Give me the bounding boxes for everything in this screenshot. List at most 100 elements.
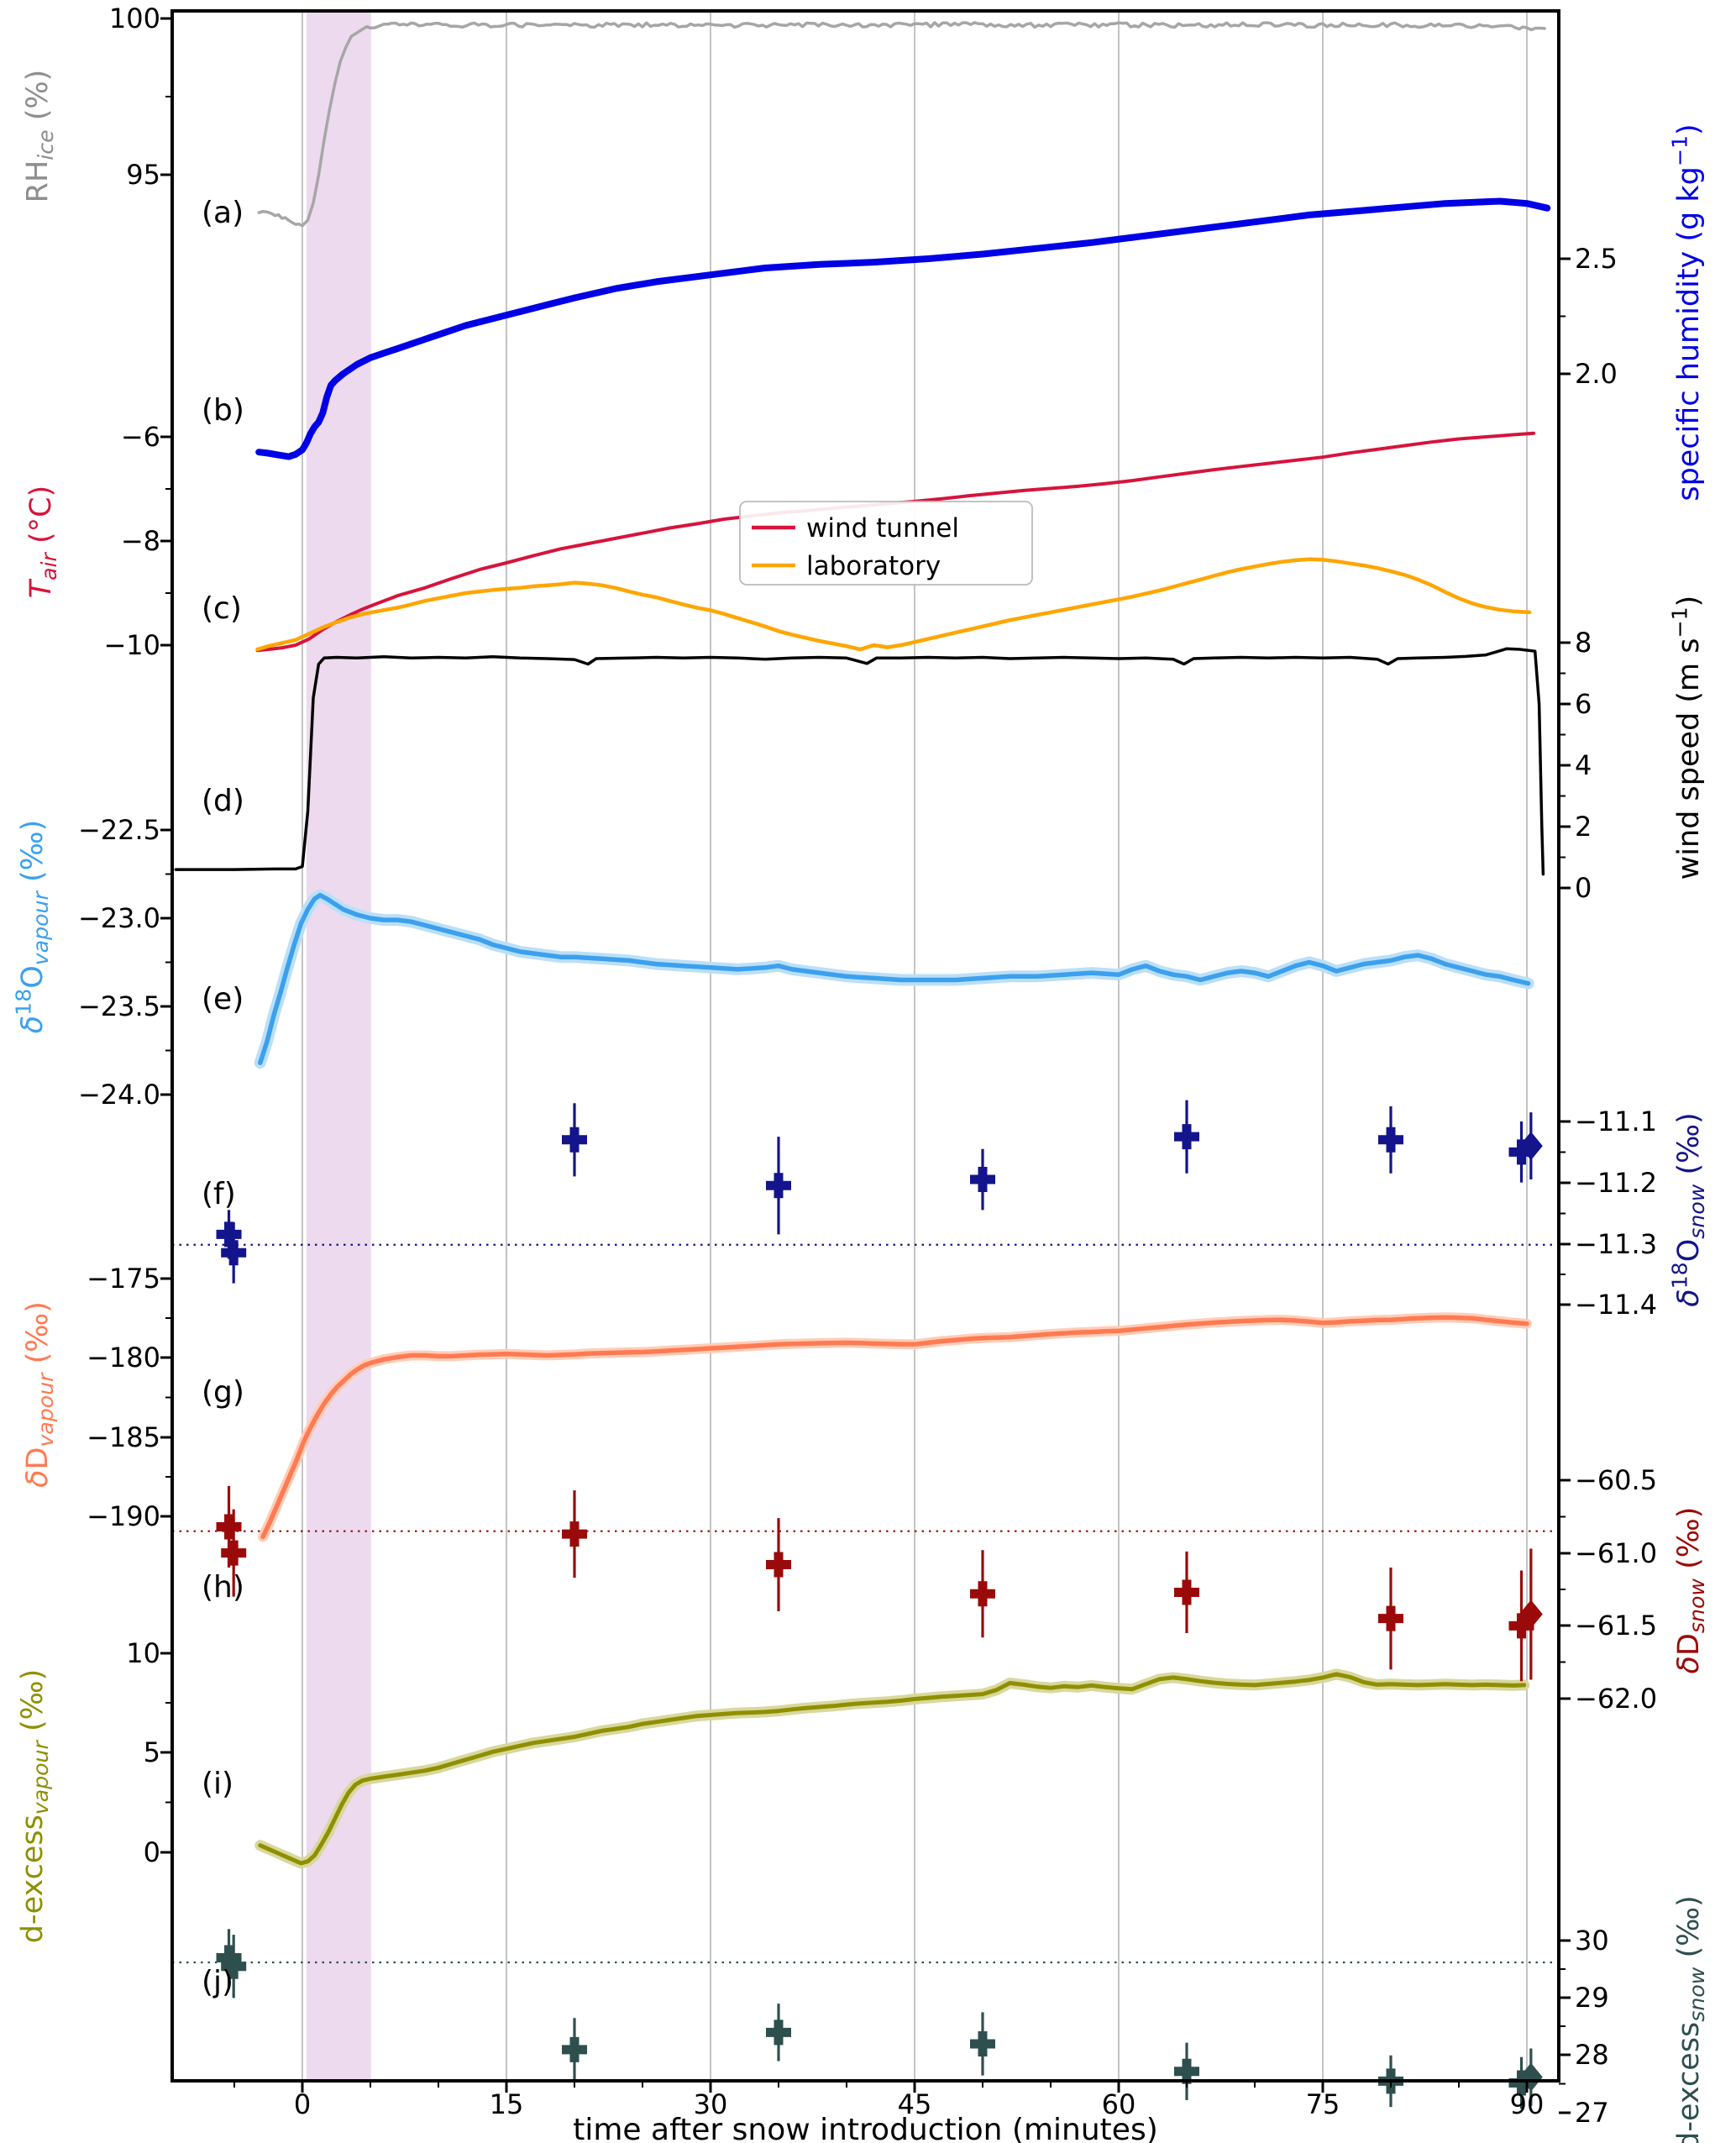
x-tick-label: 60: [1102, 2088, 1136, 2120]
x-axis-label: time after snow introduction (minutes): [573, 2113, 1158, 2143]
y-tick-label-wind: 8: [1575, 627, 1592, 659]
y-axis-dxv: [160, 1652, 172, 1854]
y-tick-label-dds: −60.5: [1575, 1464, 1657, 1496]
plus-marker: [766, 2020, 791, 2046]
y-tick-label-d18os: −11.3: [1575, 1228, 1657, 1260]
diamond-marker: [1518, 1599, 1543, 1629]
axis-label-d18ov: δ18Ovapour (‰): [12, 820, 53, 1034]
y-tick-label-rh: 95: [126, 159, 160, 191]
axis-label-ddv: δDvapour (‰): [21, 1301, 58, 1488]
x-gridlines: [302, 11, 1528, 2081]
series-d18o-vapour: [254, 889, 1534, 1069]
snow-introduction-shaded-band: [306, 11, 371, 2081]
y-tick-label-rh: 100: [109, 3, 160, 34]
y-tick-label-wind: 6: [1575, 688, 1592, 720]
y-tick-label-dxv: 10: [126, 1637, 160, 1669]
y-tick-label-tair: −8: [121, 525, 160, 557]
panel-letter-tair: (c): [202, 591, 242, 626]
series-dd-vapour-line: [260, 1315, 1529, 1540]
series-specific-humidity-line: [255, 197, 1551, 460]
y-tick-label-tair: −6: [121, 421, 160, 453]
y-tick-label-d18os: −11.4: [1575, 1289, 1657, 1321]
panel-letter-dxs: (j): [202, 1965, 233, 1999]
plus-marker: [216, 1945, 242, 1971]
y-tick-label-q: 2.0: [1575, 358, 1618, 390]
x-tick-label: 45: [898, 2088, 932, 2120]
panel-letter-rh: (a): [202, 196, 244, 230]
plus-marker: [1508, 1613, 1534, 1639]
plus-marker: [221, 1240, 247, 1266]
panel-letter-d18ov: (e): [202, 982, 244, 1016]
axis-label-q: specific humidity (g kg−1): [1668, 123, 1706, 501]
legend-label: wind tunnel: [806, 513, 959, 544]
plus-marker: [216, 1221, 242, 1247]
x-axis: [233, 2081, 1529, 2093]
y-tick-label-d18ov: −23.0: [78, 902, 160, 934]
panel-letter-dxv: (i): [202, 1767, 233, 1801]
plus-marker: [766, 1173, 791, 1199]
legend-label: laboratory: [806, 551, 941, 581]
y-tick-label-dxs: 29: [1575, 1982, 1609, 2014]
y-tick-label-d18ov: −24.0: [78, 1079, 160, 1111]
y-tick-label-dds: −61.5: [1575, 1610, 1657, 1641]
plus-marker: [1378, 1127, 1403, 1153]
y-tick-label-ddv: −175: [87, 1263, 160, 1295]
y-axis-rh: [160, 17, 172, 176]
plus-marker: [970, 1581, 995, 1607]
axis-label-dxs: d-excesssnow (‰): [1672, 1895, 1709, 2143]
series-wind-speed-line: [174, 647, 1545, 876]
series-d18o-snow: [216, 1100, 1543, 1284]
y-tick-label-dds: −61.0: [1575, 1537, 1657, 1569]
plus-marker: [221, 1540, 247, 1566]
y-axis-ddv: [160, 1277, 172, 1518]
plus-marker: [1508, 2070, 1534, 2096]
y-axis-dxs: [1559, 1939, 1571, 2114]
plus-marker: [766, 1552, 791, 1578]
y-tick-label-d18ov: −23.5: [78, 990, 160, 1022]
series-wind-speed: [174, 647, 1545, 876]
y-tick-label-wind: 4: [1575, 749, 1592, 781]
series-rh-ice: [257, 21, 1546, 228]
axis-label-d18os: δ18Osnow (‰): [1668, 1112, 1709, 1307]
panel-letter-ddv: (g): [202, 1375, 244, 1410]
x-tick-label: 30: [694, 2088, 728, 2120]
legend-box: [739, 501, 1033, 586]
y-tick-label-ddv: −190: [87, 1500, 160, 1532]
y-tick-label-wind: 2: [1575, 811, 1592, 843]
plus-marker: [1174, 1579, 1199, 1605]
y-tick-label-ddv: −185: [87, 1421, 160, 1453]
axis-label-tair: Tair (°C): [24, 486, 61, 599]
plus-marker: [970, 2031, 995, 2056]
y-tick-label-dxs: 28: [1575, 2039, 1609, 2071]
series-d-excess-snow: [216, 1929, 1543, 2109]
y-tick-label-d18ov: −22.5: [78, 814, 160, 846]
plus-marker: [562, 1521, 587, 1547]
plus-marker: [970, 1167, 995, 1193]
y-tick-label-d18os: −11.2: [1575, 1167, 1657, 1199]
series-specific-humidity: [255, 197, 1551, 460]
series-d18o-vapour-line: [258, 892, 1531, 1065]
y-axis-wind: [1559, 641, 1571, 890]
y-tick-label-dds: −62.0: [1575, 1683, 1657, 1715]
panel-letter-wind: (d): [202, 784, 244, 818]
y-axis-d18os: [1559, 1120, 1571, 1306]
y-tick-label-dxs: 30: [1575, 1925, 1609, 1957]
y-tick-label-ddv: −180: [87, 1342, 160, 1374]
plus-marker: [1174, 2058, 1199, 2084]
plot-frame: [170, 9, 1560, 2083]
axis-label-wind: wind speed (m s−1): [1668, 596, 1706, 880]
series-t-air-laboratory: [255, 557, 1532, 652]
y-axis-tair: [160, 435, 172, 647]
legend: [739, 501, 1033, 586]
plus-marker: [1174, 1124, 1199, 1150]
plus-marker: [1378, 1605, 1403, 1631]
y-tick-label-q: 2.5: [1575, 243, 1618, 275]
panel-letter-d18os: (f): [202, 1177, 236, 1211]
x-tick-label: 75: [1306, 2088, 1340, 2120]
axis-label-dxv: d-excessvapour (‰): [16, 1669, 53, 1944]
diamond-marker: [1518, 1132, 1543, 1161]
y-tick-label-wind: 0: [1575, 872, 1592, 904]
y-tick-label-dxv: 0: [144, 1836, 160, 1868]
